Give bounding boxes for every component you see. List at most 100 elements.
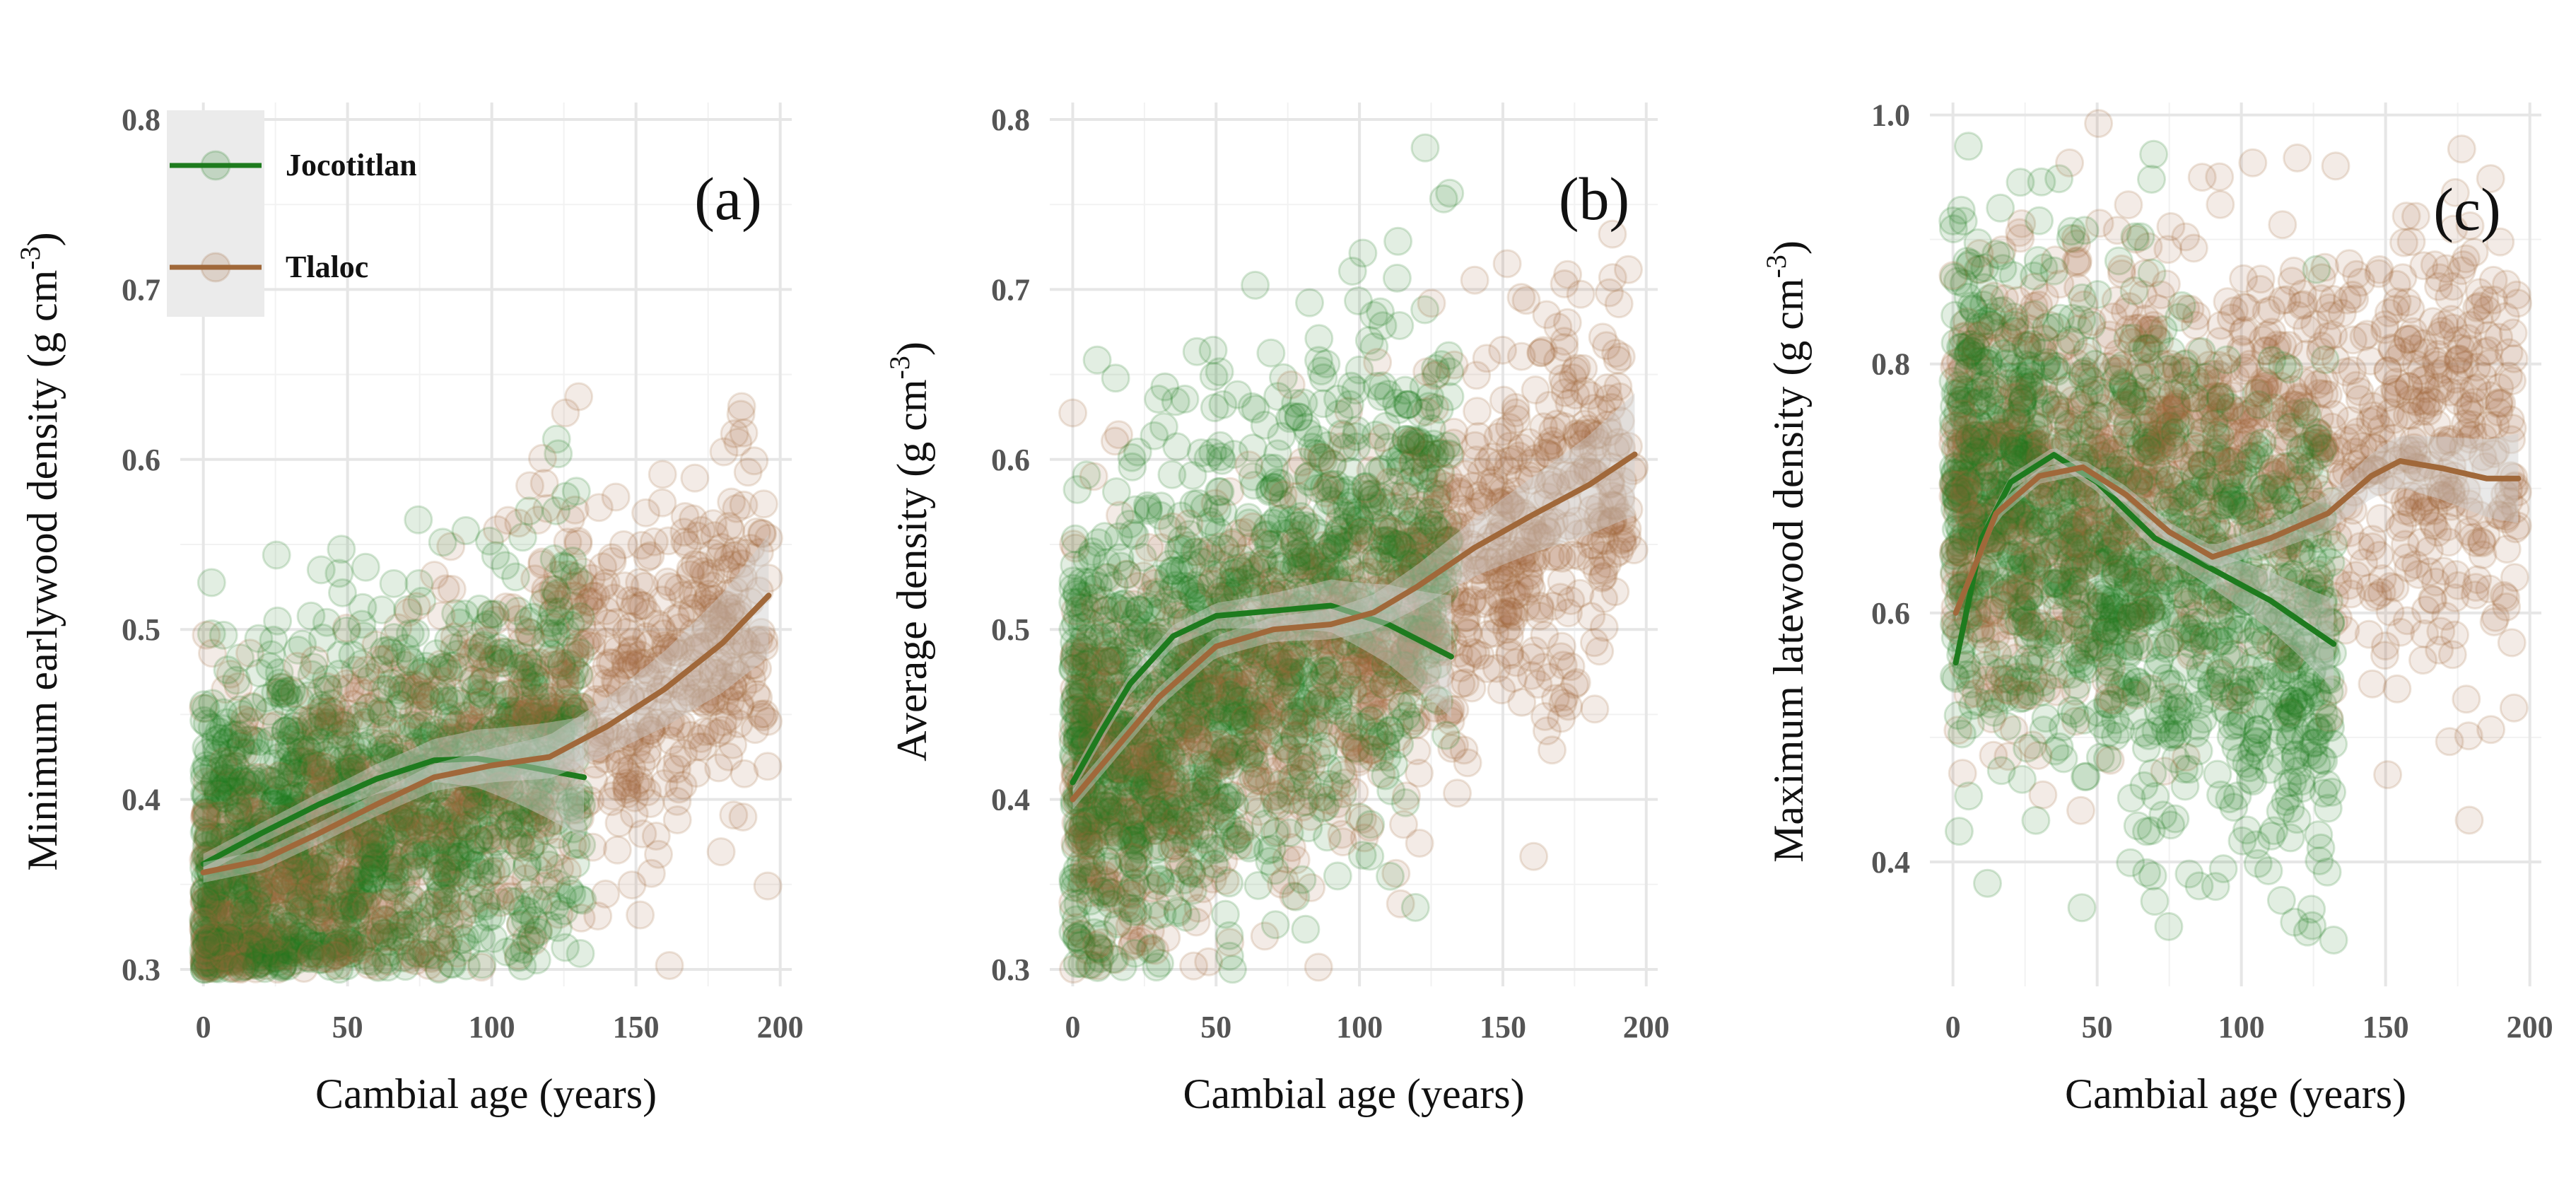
point-jocotitlan — [393, 595, 422, 624]
point-tlaloc — [377, 659, 406, 689]
point-tlaloc — [247, 879, 277, 909]
point-tlaloc — [484, 882, 514, 911]
point-tlaloc — [678, 578, 708, 608]
point-tlaloc — [726, 400, 756, 429]
point-tlaloc — [495, 680, 525, 709]
point-tlaloc — [264, 761, 294, 791]
point-jocotitlan — [395, 645, 425, 675]
point-jocotitlan — [1344, 286, 1373, 315]
point-tlaloc — [351, 892, 381, 921]
point-tlaloc — [703, 718, 733, 748]
point-tlaloc — [662, 786, 692, 816]
point-jocotitlan — [443, 776, 473, 806]
point-tlaloc — [551, 398, 580, 428]
point-jocotitlan — [470, 892, 500, 921]
point-jocotitlan — [492, 713, 522, 743]
point-jocotitlan — [403, 907, 433, 937]
point-tlaloc — [753, 752, 783, 781]
point-tlaloc — [722, 494, 751, 523]
point-tlaloc — [457, 666, 486, 696]
point-jocotitlan — [369, 834, 399, 864]
point-tlaloc — [440, 633, 469, 663]
point-jocotitlan — [465, 846, 495, 875]
point-jocotitlan — [433, 653, 462, 683]
point-jocotitlan — [373, 872, 403, 902]
point-tlaloc — [531, 778, 561, 807]
point-jocotitlan — [1263, 382, 1293, 412]
point-tlaloc — [550, 678, 580, 708]
point-jocotitlan — [551, 482, 580, 511]
point-jocotitlan — [539, 709, 568, 739]
point-jocotitlan — [1382, 263, 1412, 293]
y-axis-title-main: Minimum earlywood density (g cm — [19, 270, 66, 871]
point-tlaloc — [319, 715, 349, 745]
point-jocotitlan — [296, 601, 326, 631]
point-tlaloc — [1585, 636, 1615, 666]
point-tlaloc — [427, 878, 457, 908]
point-tlaloc — [543, 560, 573, 590]
point-jocotitlan — [553, 685, 582, 715]
point-tlaloc — [431, 796, 460, 826]
point-tlaloc — [1181, 907, 1211, 937]
point-tlaloc — [286, 846, 315, 876]
point-jocotitlan — [564, 567, 594, 596]
point-jocotitlan — [451, 515, 481, 545]
point-jocotitlan — [474, 815, 503, 845]
point-jocotitlan — [301, 725, 331, 754]
point-tlaloc — [563, 529, 593, 559]
point-tlaloc — [306, 676, 336, 706]
point-tlaloc — [742, 517, 771, 547]
point-tlaloc — [406, 856, 436, 886]
point-jocotitlan — [189, 955, 219, 984]
point-jocotitlan — [457, 834, 487, 863]
point-tlaloc — [258, 939, 288, 969]
point-jocotitlan — [1260, 910, 1290, 940]
point-jocotitlan — [556, 650, 585, 680]
point-tlaloc — [678, 593, 708, 623]
point-tlaloc — [1538, 735, 1567, 765]
point-jocotitlan — [312, 607, 341, 637]
y-tick-label: 0.8 — [122, 103, 160, 137]
point-jocotitlan — [192, 930, 221, 960]
point-jocotitlan — [201, 725, 230, 755]
x-tick-label: 0 — [196, 1010, 211, 1044]
point-jocotitlan — [385, 902, 414, 932]
point-tlaloc — [723, 427, 753, 457]
point-tlaloc — [282, 857, 312, 887]
point-tlaloc — [1304, 952, 1333, 982]
point-jocotitlan — [387, 814, 417, 844]
point-jocotitlan — [262, 540, 291, 570]
point-tlaloc — [598, 781, 628, 811]
point-tlaloc — [209, 945, 238, 975]
point-tlaloc — [351, 655, 381, 685]
point-tlaloc — [428, 924, 457, 954]
point-jocotitlan — [281, 933, 310, 962]
point-jocotitlan — [1198, 335, 1228, 365]
point-tlaloc — [283, 651, 312, 681]
point-jocotitlan — [1337, 257, 1367, 286]
point-jocotitlan — [488, 681, 518, 711]
point-jocotitlan — [434, 625, 463, 655]
point-tlaloc — [648, 698, 677, 728]
point-jocotitlan — [1120, 495, 1150, 525]
point-jocotitlan — [522, 697, 551, 727]
point-jocotitlan — [209, 620, 238, 650]
point-jocotitlan — [448, 820, 478, 849]
point-tlaloc — [1363, 348, 1393, 377]
x-axis-title: Cambial age (years) — [315, 1071, 657, 1117]
point-tlaloc — [528, 443, 557, 473]
point-jocotitlan — [303, 863, 332, 892]
point-tlaloc — [1079, 462, 1108, 491]
point-jocotitlan — [404, 505, 433, 535]
point-jocotitlan — [281, 882, 310, 911]
point-jocotitlan — [197, 568, 226, 597]
point-tlaloc — [450, 812, 480, 841]
point-jocotitlan — [263, 606, 293, 636]
point-jocotitlan — [1241, 270, 1270, 300]
point-tlaloc — [247, 868, 276, 898]
point-tlaloc — [326, 861, 356, 890]
point-tlaloc — [643, 610, 672, 638]
point-tlaloc — [520, 776, 549, 806]
y-axis-title-sup: -3 — [14, 246, 46, 269]
